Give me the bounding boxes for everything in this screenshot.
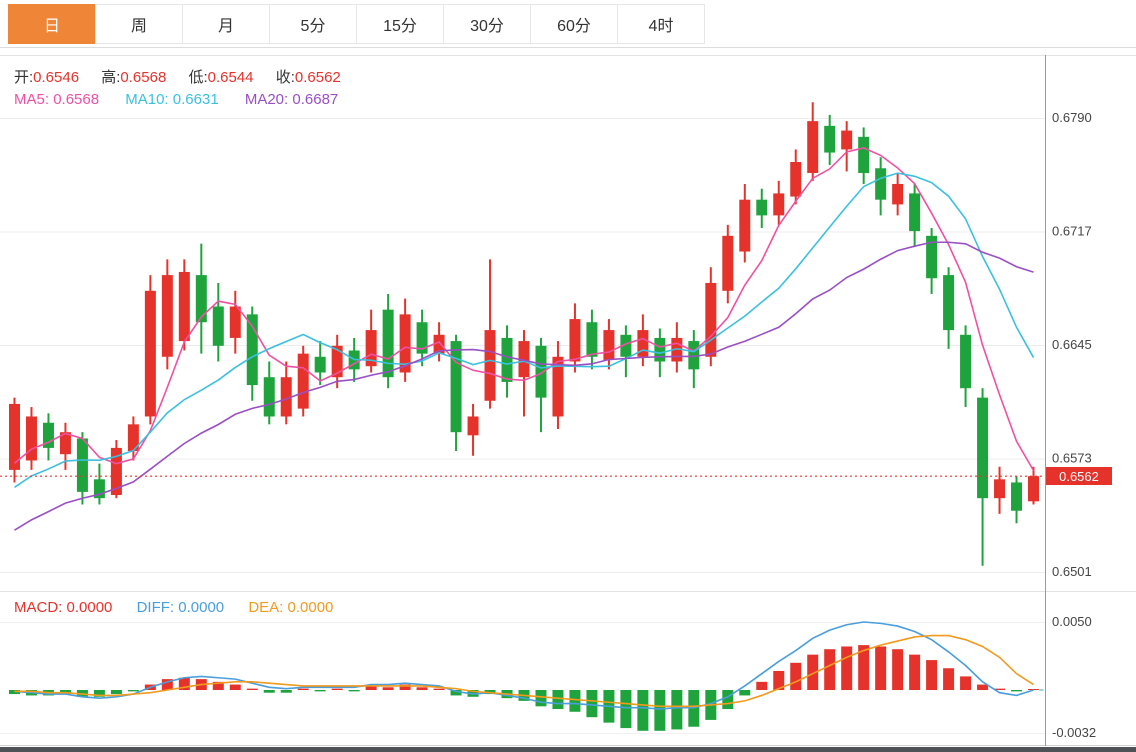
ma20-value: 0.6687 [292,91,339,108]
dea-line [14,634,1034,708]
candlestick-plot[interactable] [8,102,1040,566]
tab-month[interactable]: 月 [182,3,270,44]
low-value: 0.6544 [207,69,254,86]
ma5-label: MA5: [14,91,50,108]
ma-readout: MA5: 0.6568 MA10: 0.6631 MA20: 0.6687 [14,91,360,108]
high-label: 高: [101,69,121,86]
main-y-axis-labels: 0.6790 0.6717 0.6645 0.6573 0.6501 [1052,110,1092,579]
open-value: 0.6546 [33,69,80,86]
chart-frame [0,55,1136,752]
svg-text:0.6790: 0.6790 [1052,110,1092,125]
tab-4hour[interactable]: 4时 [617,3,705,44]
svg-text:0.6645: 0.6645 [1052,337,1092,352]
ma20-label: MA20: [244,91,289,108]
dea-value: 0.0000 [287,599,334,616]
low-label: 低: [188,69,208,86]
open-label: 开: [14,69,34,86]
macd-readout: MACD: 0.0000 DIFF: 0.0000 DEA: 0.0000 [14,599,353,616]
tab-15min[interactable]: 15分 [356,3,444,44]
ma5-value: 0.6568 [53,91,100,108]
close-label: 收: [275,69,295,86]
high-value: 0.6568 [120,69,167,86]
ma20-line [14,241,1034,531]
tab-30min[interactable]: 30分 [443,3,531,44]
tab-week[interactable]: 周 [95,3,183,44]
macd-grid [0,622,1045,734]
ma10-value: 0.6631 [172,91,219,108]
macd-y-axis-labels: 0.0050 -0.0032 [1052,614,1096,740]
ma10-line [14,172,1035,488]
diff-line [14,621,1034,710]
ohlc-readout: 开:0.6546 高:0.6568 低:0.6544 收:0.6562 [14,66,359,87]
svg-text:0.6573: 0.6573 [1052,451,1092,466]
macd-label: MACD: [14,599,63,616]
current-price-badge: 0.6562 [1046,467,1112,486]
tab-day[interactable]: 日 [8,3,96,44]
diff-label: DIFF: [136,599,175,616]
close-value: 0.6562 [294,69,341,86]
tab-5min[interactable]: 5分 [269,3,357,44]
svg-text:-0.0032: -0.0032 [1052,725,1096,740]
dea-label: DEA: [248,599,284,616]
macd-value: 0.0000 [66,599,113,616]
timeframe-tabbar: 日周月 5分 15分 30分 60分 4时 [0,0,1136,48]
tab-60min[interactable]: 60分 [530,3,618,44]
svg-text:0.0050: 0.0050 [1052,614,1092,629]
svg-text:0.6717: 0.6717 [1052,224,1092,239]
macd-histogram[interactable] [8,645,1040,731]
main-grid [0,118,1045,573]
ma5-line [13,147,1035,471]
svg-text:0.6501: 0.6501 [1052,564,1092,579]
ma10-label: MA10: [125,91,169,108]
diff-value: 0.0000 [178,599,225,616]
